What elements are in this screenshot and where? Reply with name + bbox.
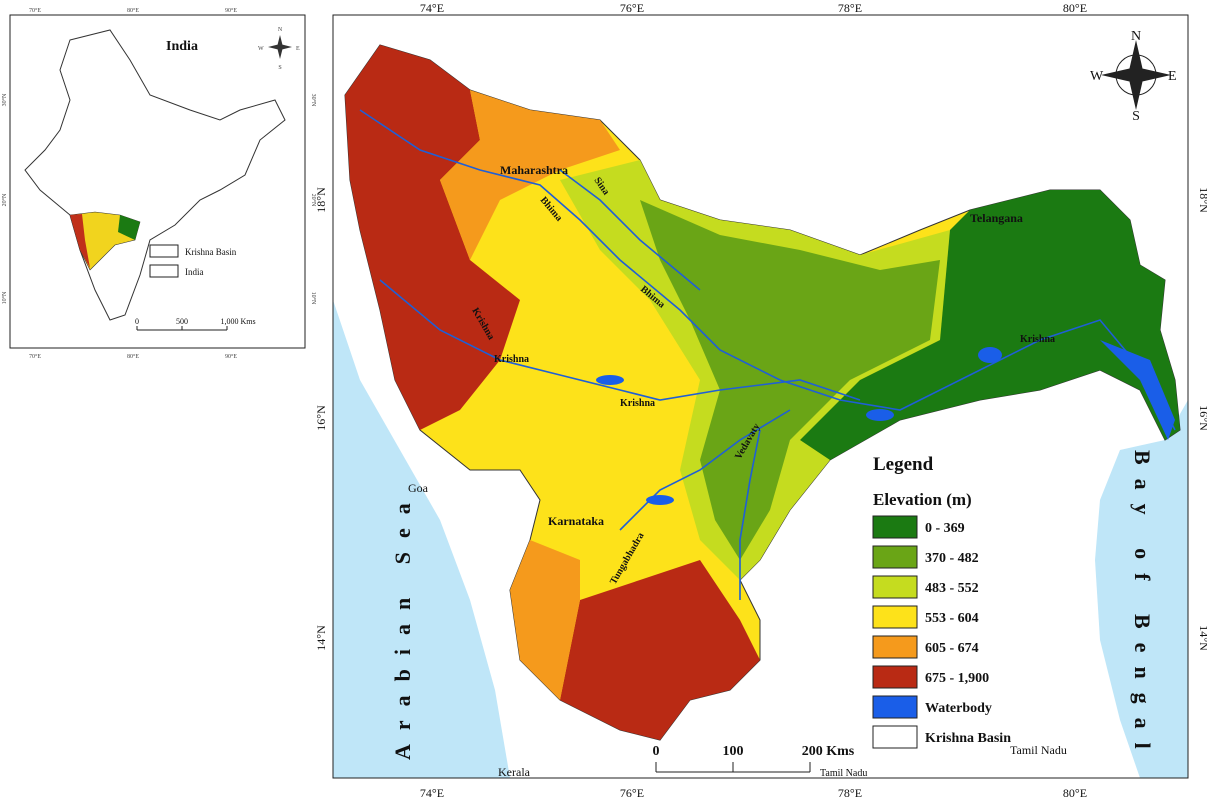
elevation-zone: [800, 190, 1180, 460]
elevation-zone: [560, 560, 760, 740]
graticule-label: 76°E: [620, 1, 644, 15]
elevation-zone: [345, 45, 520, 430]
graticule-label: 14°N: [314, 625, 328, 651]
legend-label: 0 - 369: [925, 521, 965, 536]
inset-basin-east: [118, 215, 140, 240]
graticule-label: 80°E: [1063, 1, 1087, 15]
scale-label: 1,000 Kms: [220, 317, 255, 326]
graticule-label: 74°E: [420, 786, 444, 800]
legend-swatch: [872, 515, 918, 539]
legend-label: Krishna Basin: [925, 731, 1011, 746]
scale-label: 100: [723, 744, 744, 759]
compass-e: E: [1168, 69, 1177, 84]
place-label: Telangana: [970, 211, 1023, 225]
compass-e: E: [296, 46, 300, 52]
graticule-label: 10°N: [310, 292, 317, 305]
rivers: [359, 109, 1176, 600]
place-label: Tamil Nadu: [820, 768, 867, 779]
inset-compass: N S E W: [258, 27, 300, 71]
elevation-zone: [440, 90, 620, 260]
legend-swatch: [872, 545, 918, 569]
river-label: Krishna: [1020, 334, 1055, 345]
graticule-label: 16°N: [1197, 405, 1207, 431]
graticule-label: 10°N: [1, 291, 8, 304]
graticule-label: 90°E: [225, 7, 237, 14]
legend-subtitle: Elevation (m): [873, 490, 972, 509]
graticule-label: 80°E: [127, 353, 139, 360]
elevation-zone: [640, 200, 940, 560]
legend-swatch: [872, 635, 918, 659]
scale-bar: [655, 762, 811, 773]
river-label: Krishna: [494, 354, 529, 365]
legend-swatch: [872, 695, 918, 719]
legend-label: 553 - 604: [925, 611, 979, 626]
scale-label: 500: [176, 317, 188, 326]
legend-swatch: [872, 575, 918, 599]
elevation-zone: [510, 540, 580, 700]
place-label: Tamil Nadu: [1010, 743, 1067, 757]
graticule-label: 78°E: [838, 1, 862, 15]
graticule-label: 20°N: [310, 194, 317, 207]
arabian-sea: [333, 300, 510, 778]
graticule-label: 18°N: [314, 187, 328, 213]
graticule-label: 70°E: [29, 7, 41, 14]
legend-label: 675 - 1,900: [925, 671, 989, 686]
legend-label: 605 - 674: [925, 641, 979, 656]
main-map: Maharashtra Telangana Karnataka Goa Kera…: [332, 14, 1189, 779]
inset-map: India N S E W Krishna Basin India 0 500 …: [9, 14, 306, 349]
inset-legend-label: India: [185, 267, 204, 277]
graticule-label: 76°E: [620, 786, 644, 800]
scale-label: 0: [653, 744, 660, 759]
inset-legend-swatch: [149, 244, 179, 258]
graticule-label: 20°N: [1, 193, 8, 206]
graticule-label: 80°E: [127, 7, 139, 14]
inset-legend-label: Krishna Basin: [185, 247, 237, 257]
place-label: Maharashtra: [500, 163, 568, 177]
scale-label: 200 Kms: [802, 744, 855, 759]
inset-basin-west: [70, 214, 90, 268]
river-label: Krishna: [620, 398, 655, 409]
scale-label: 0: [135, 317, 139, 326]
compass-n: N: [1131, 29, 1141, 44]
map-frame: [332, 14, 1189, 779]
compass-s: S: [1132, 109, 1140, 124]
graticule-label: 78°E: [838, 786, 862, 800]
compass-n: N: [278, 27, 283, 33]
legend-swatch: [872, 665, 918, 689]
compass-w: W: [1090, 69, 1104, 84]
inset-scale-bar: [136, 326, 228, 331]
graticule-label: 74°E: [420, 1, 444, 15]
graticule-label: 16°N: [314, 405, 328, 431]
legend-swatch: [872, 725, 918, 749]
legend-label: 483 - 552: [925, 581, 979, 596]
graticule-label: 14°N: [1197, 625, 1207, 651]
graticule-label: 70°E: [29, 353, 41, 360]
legend-label: Waterbody: [925, 701, 992, 716]
compass-s: S: [278, 65, 281, 71]
graticule-label: 30°N: [1, 93, 8, 106]
inset-legend-swatch: [149, 264, 179, 278]
place-label: Karnataka: [548, 514, 604, 528]
compass: N S E W: [1090, 29, 1177, 124]
legend-title: Legend: [873, 454, 934, 475]
sea-label: Arabian Sea: [390, 489, 415, 760]
legend-swatch: [872, 605, 918, 629]
graticule-label: 80°E: [1063, 786, 1087, 800]
graticule-label: 30°N: [310, 94, 317, 107]
legend: Legend Elevation (m) 0 - 369 370 - 482 483…: [872, 454, 1011, 749]
compass-w: W: [258, 46, 264, 52]
sea-label: Bay of Bengal: [1130, 450, 1155, 763]
bay-of-bengal: [1095, 400, 1188, 778]
graticule-label: 18°N: [1197, 187, 1207, 213]
place-label: Goa: [408, 481, 429, 495]
graticule-label: 90°E: [225, 353, 237, 360]
inset-title: India: [166, 39, 198, 54]
legend-label: 370 - 482: [925, 551, 979, 566]
place-label: Kerala: [498, 765, 531, 779]
